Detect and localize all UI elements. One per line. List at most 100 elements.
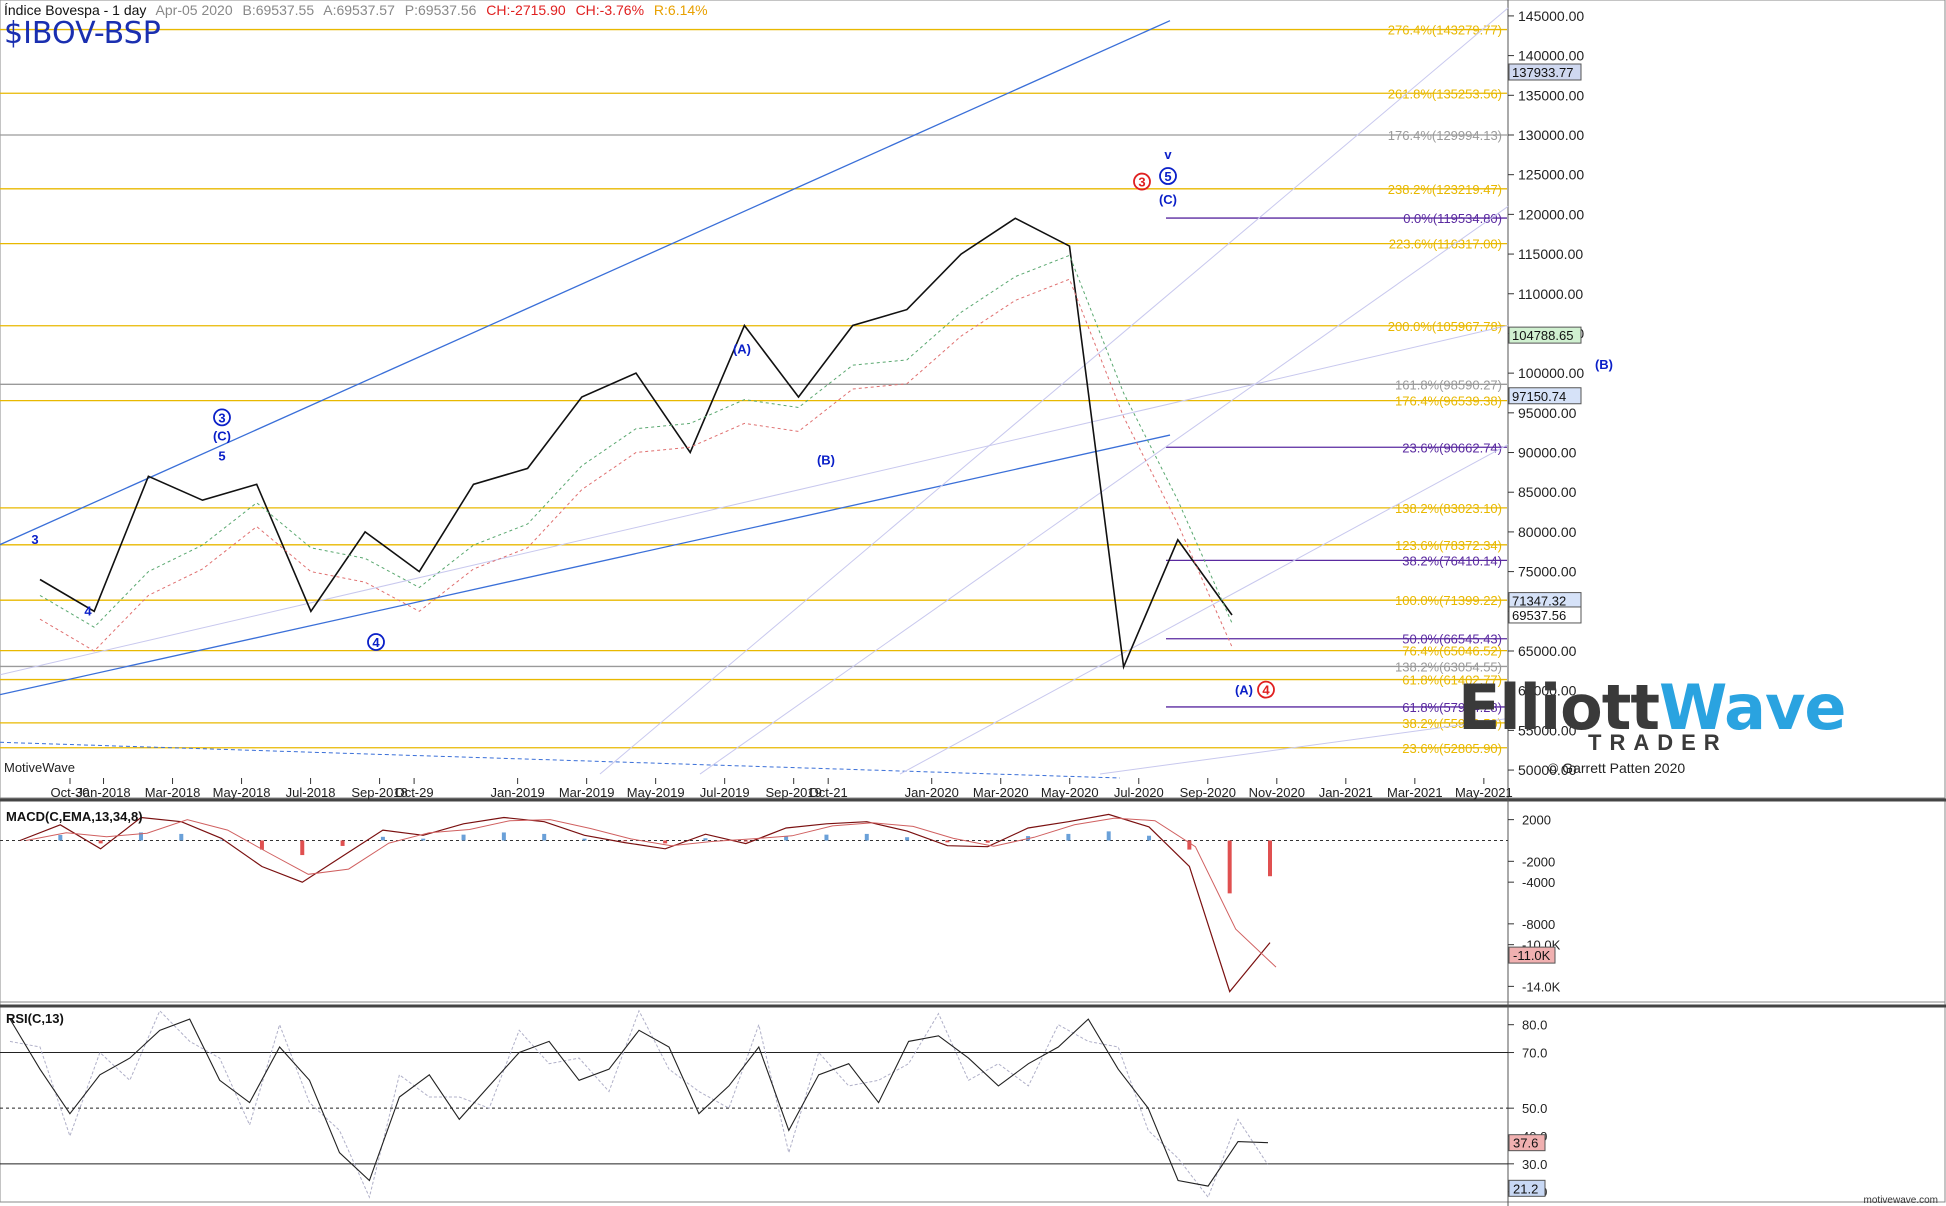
fib-level-label: 138.2%(63054.55) xyxy=(1395,659,1502,674)
rsi-y-tick-label: 50.0 xyxy=(1522,1101,1547,1116)
wave-label-circle xyxy=(1133,172,1151,191)
price-badge-label: 69537.56 xyxy=(1512,608,1566,623)
price-y-tick-label: 75000.00 xyxy=(1518,564,1577,580)
x-tick-label: Oct-29 xyxy=(395,785,434,800)
fib-level-label: 38.2%(76410.14) xyxy=(1402,553,1502,568)
rsi-panel-frame xyxy=(0,1001,1946,1203)
price-y-tick-label: 120000.00 xyxy=(1518,206,1584,222)
x-tick-label: Sep-2019 xyxy=(765,785,821,800)
wave-label-circle xyxy=(213,408,231,427)
macd-panel-frame xyxy=(0,797,1946,1007)
rsi-bands-line xyxy=(9,1009,1269,1199)
macd-line xyxy=(19,813,1271,993)
price-y-tick-label: 140000.00 xyxy=(1518,48,1584,64)
wave-label-circle xyxy=(367,633,385,651)
wave-label: (B) xyxy=(1595,357,1613,372)
channel-light-line xyxy=(0,325,1509,676)
wave-label: (A) xyxy=(733,341,751,356)
macd-y-tick-label: -4000 xyxy=(1522,875,1555,890)
fib-level-label: 61.8%(57954.28) xyxy=(1402,700,1502,715)
macd-y-tick-label: -14.0K xyxy=(1522,979,1561,994)
macd-signal-line xyxy=(25,817,1277,968)
price-y-tick-label: 95000.00 xyxy=(1518,405,1577,421)
fib-level-label: 38.2%(55939.50) xyxy=(1402,716,1502,731)
rsi-y-tick-label: 30.0 xyxy=(1522,1157,1547,1172)
price-badge-box xyxy=(1508,387,1582,405)
elliott-wave-trader-logo: ElliottWave TRADER xyxy=(1458,677,1846,758)
price-badge-box xyxy=(1508,63,1582,81)
wave-label: v xyxy=(1164,147,1172,162)
header-range: R:6.14% xyxy=(653,2,708,18)
price-y-tick-label: 50000.00 xyxy=(1518,762,1577,778)
wave-label: 4 xyxy=(372,635,380,650)
rsi-badge-box xyxy=(1508,1134,1546,1152)
x-tick-label: Oct-21 xyxy=(809,785,848,800)
price-y-tick-label: 80000.00 xyxy=(1518,524,1577,540)
fib-level-label: 100.0%(71399.22) xyxy=(1395,593,1502,608)
fib-level-label: 200.0%(105967.78) xyxy=(1388,319,1502,334)
wave-label: (C) xyxy=(1159,192,1177,207)
price-y-tick-label: 135000.00 xyxy=(1518,87,1584,103)
wave-label-circle xyxy=(1159,167,1177,185)
x-tick-label: Jul-2020 xyxy=(1114,785,1164,800)
rsi-badge-label: 37.6 xyxy=(1513,1136,1538,1151)
source-label: MotiveWave xyxy=(4,760,76,775)
x-tick-label: Mar-2019 xyxy=(559,785,615,800)
header-date: Apr-05 2020 xyxy=(155,2,233,18)
x-tick-label: Nov-2020 xyxy=(1249,785,1305,800)
x-tick-label: May-2018 xyxy=(213,785,271,800)
fib-level-label: 76.4%(65046.52) xyxy=(1402,644,1502,659)
x-tick-label: Mar-2020 xyxy=(973,785,1029,800)
footer-url: motivewave.com xyxy=(1863,1195,1938,1206)
header-change: CH:-2715.90 xyxy=(486,2,566,18)
price-y-tick-label: 145000.00 xyxy=(1518,8,1584,24)
price-y-tick-label: 115000.00 xyxy=(1518,246,1583,262)
channel-light-line xyxy=(899,444,1509,775)
fib-level-label: 123.6%(78372.34) xyxy=(1395,538,1502,553)
wave-label: 3 xyxy=(1138,175,1145,190)
x-tick-label: Mar-2021 xyxy=(1387,785,1443,800)
fib-level-label: 238.2%(123219.47) xyxy=(1388,182,1502,197)
wave-label: 5 xyxy=(218,448,225,463)
wave-label: (B) xyxy=(817,452,835,467)
wave-label: (C) xyxy=(213,429,231,444)
price-y-tick-label: 60000.00 xyxy=(1518,683,1577,699)
wave-label: 5 xyxy=(1164,169,1171,184)
rsi-title: RSI(C,13) xyxy=(6,1011,64,1026)
channel-light-line xyxy=(1099,717,1509,775)
header-ask: A:69537.57 xyxy=(323,2,395,18)
fib-level-label: 61.8%(61402.77) xyxy=(1402,673,1502,688)
price-badge-label: 137933.77 xyxy=(1512,65,1573,80)
x-tick-label: Jan-2018 xyxy=(76,785,130,800)
wave-label: (A) xyxy=(1235,683,1253,698)
logo-word-2: Wave xyxy=(1658,671,1846,744)
x-tick-label: May-2019 xyxy=(627,785,685,800)
x-tick-label: Sep-2020 xyxy=(1180,785,1236,800)
rsi-badge-box xyxy=(1508,1179,1546,1197)
copyright: © Garrett Patten 2020 xyxy=(1548,760,1686,776)
header-bid: B:69537.55 xyxy=(242,2,315,18)
x-tick-label: Jan-2019 xyxy=(491,785,545,800)
fib-level-label: 23.6%(90662.74) xyxy=(1402,440,1502,455)
wave-label: 4 xyxy=(1262,683,1270,698)
fib-level-label: 176.4%(129994.13) xyxy=(1388,128,1502,143)
macd-title: MACD(C,EMA,13,34,8) xyxy=(6,809,143,824)
x-tick-label: Sep-2018 xyxy=(351,785,407,800)
ma-slow-line xyxy=(39,278,1233,652)
price-y-tick-label: 110000.00 xyxy=(1518,286,1583,302)
price-badge-label: 71347.32 xyxy=(1512,594,1566,609)
x-tick-label: Oct-30 xyxy=(50,785,89,800)
rsi-line xyxy=(9,1018,1269,1187)
x-tick-label: Jan-2021 xyxy=(1319,785,1373,800)
rsi-badge-label: 21.2 xyxy=(1513,1181,1538,1196)
fib-level-label: 138.2%(83023.10) xyxy=(1395,501,1502,516)
channel-light-line xyxy=(699,206,1509,775)
macd-badge-box xyxy=(1508,946,1556,964)
wave-label-circle xyxy=(1257,680,1275,699)
price-y-tick-label: 130000.00 xyxy=(1518,127,1584,143)
price-series-line xyxy=(39,217,1233,670)
fib-level-label: 23.6%(52805.90) xyxy=(1402,741,1502,756)
x-tick-label: Jul-2018 xyxy=(286,785,336,800)
macd-y-tick-label: -8000 xyxy=(1522,917,1555,932)
